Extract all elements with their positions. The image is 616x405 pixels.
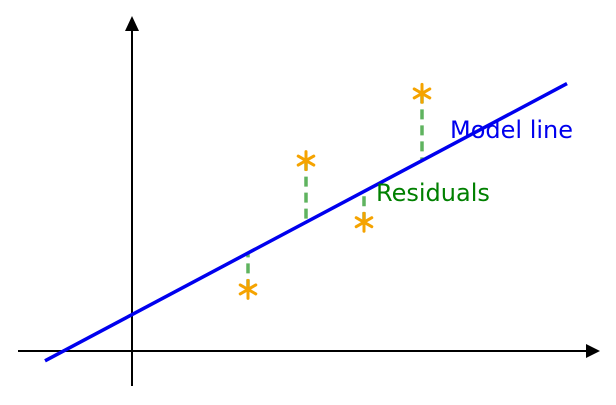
model-line-label: Model line xyxy=(450,116,573,144)
model-line xyxy=(44,82,568,363)
data-point-star xyxy=(238,278,258,300)
residuals-label: Residuals xyxy=(376,179,490,207)
data-points-group xyxy=(238,82,432,300)
data-point-star xyxy=(296,150,316,172)
y-axis-arrowhead xyxy=(125,16,139,31)
data-point-star xyxy=(412,82,432,104)
data-point-star xyxy=(354,211,374,233)
x-axis-arrowhead xyxy=(586,344,600,358)
